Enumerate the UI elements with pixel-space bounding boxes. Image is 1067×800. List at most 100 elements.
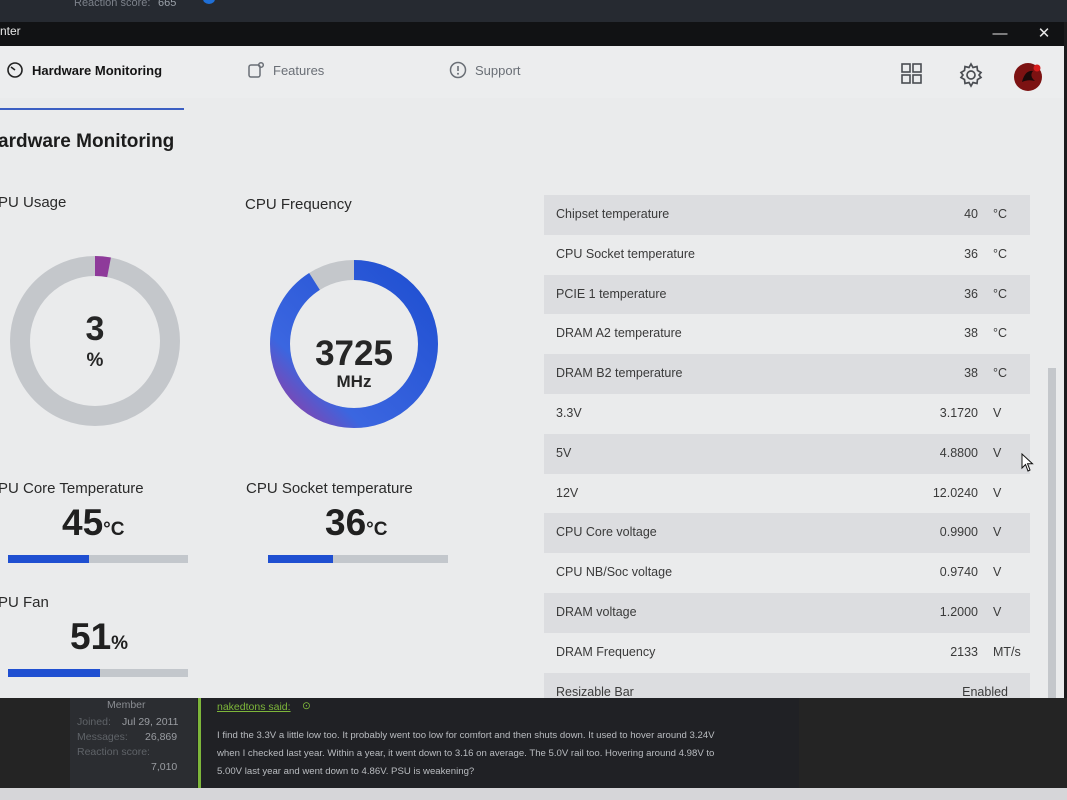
sensor-unit: V xyxy=(993,525,1002,540)
quote-arrow-icon[interactable]: ⊙ xyxy=(302,700,311,712)
sensor-name: DRAM Frequency xyxy=(556,644,656,659)
online-dot-icon xyxy=(203,0,215,4)
minimize-button[interactable]: — xyxy=(992,25,1008,42)
cpu-socket-temp-label: CPU Socket temperature xyxy=(246,480,413,497)
sensor-unit: MT/s xyxy=(993,644,1021,659)
app-window: nter — ✕ Hardware Monitoring Features Su… xyxy=(0,22,1064,698)
sensor-value: 38 xyxy=(964,326,978,341)
quote-line: 5.00V last year and went down to 4.86V. … xyxy=(217,766,475,777)
messages-value: 26,869 xyxy=(145,731,178,743)
sensor-value: 3.1720 xyxy=(939,405,978,420)
sensor-row: Chipset temperature 40 °C xyxy=(544,195,1030,235)
cpu-core-temp-label: PU Core Temperature xyxy=(0,480,144,497)
cpu-socket-temp-unit: °C xyxy=(366,519,388,540)
sensor-row: 3.3V 3.1720 V xyxy=(544,394,1030,434)
sensor-unit: °C xyxy=(993,326,1008,341)
tab-hardware-monitoring[interactable]: Hardware Monitoring xyxy=(6,56,162,84)
cpu-socket-temp-bar xyxy=(268,555,448,563)
grid-icon[interactable] xyxy=(900,62,924,91)
sensor-row: DRAM voltage 1.2000 V xyxy=(544,592,1030,633)
quote-line: when I checked last year. Within a year,… xyxy=(217,748,715,759)
tab-support[interactable]: Support xyxy=(449,56,521,84)
active-tab-indicator xyxy=(0,108,184,110)
cpu-usage-label: PU Usage xyxy=(0,194,67,211)
cpu-frequency-label: CPU Frequency xyxy=(245,196,352,213)
sensor-value: Enabled xyxy=(962,684,1008,698)
sensor-row: CPU Socket temperature 36 °C xyxy=(544,235,1030,275)
sensor-unit: V xyxy=(993,405,1002,420)
cpu-frequency-arc xyxy=(270,260,438,428)
features-icon xyxy=(247,61,265,79)
sensor-row: DRAM B2 temperature 38 °C xyxy=(544,354,1030,394)
member-info: Member Joined: Jul 29, 2011 Messages: 26… xyxy=(70,698,197,790)
cpu-usage-value: 3 xyxy=(85,310,105,348)
sensor-row: CPU NB/Soc voltage 0.9740 V xyxy=(544,553,1030,593)
quote-line: I find the 3.3V a little low too. It pro… xyxy=(217,730,715,741)
cpu-socket-temp-value: 36 xyxy=(325,502,367,543)
title-bar: nter — ✕ xyxy=(0,22,1064,46)
avatar[interactable] xyxy=(1013,62,1043,97)
sensor-value: 0.9900 xyxy=(939,525,978,540)
page-title: ardware Monitoring xyxy=(0,131,175,152)
messages-label: Messages: xyxy=(77,731,128,743)
sensor-name: Resizable Bar xyxy=(556,684,634,698)
gear-icon[interactable] xyxy=(958,62,984,93)
scrollbar[interactable] xyxy=(1048,368,1056,698)
sensor-name: CPU NB/Soc voltage xyxy=(556,565,673,580)
forum-reaction-value: 665 xyxy=(158,0,177,9)
cpu-fan-bar-fill xyxy=(8,669,100,677)
member-role: Member xyxy=(107,699,146,711)
sensor-value: 36 xyxy=(964,246,978,261)
cpu-fan-unit: % xyxy=(111,633,129,654)
sensor-value: 4.8800 xyxy=(939,445,978,460)
app-title: nter xyxy=(0,24,21,38)
joined-label: Joined: xyxy=(77,716,111,728)
sensor-row: Resizable Bar Enabled xyxy=(544,672,1030,698)
cpu-socket-temp-reading: 36°C xyxy=(325,502,387,544)
sensor-name: CPU Core voltage xyxy=(556,525,657,540)
sensor-name: Chipset temperature xyxy=(556,207,670,221)
sensor-name: 12V xyxy=(556,485,579,500)
sensor-name: PCIE 1 temperature xyxy=(556,286,667,301)
sensor-unit: °C xyxy=(993,207,1008,221)
sensor-row: DRAM Frequency 2133 MT/s xyxy=(544,633,1030,673)
sensor-name: 5V xyxy=(556,445,572,460)
cpu-core-temp-value: 45 xyxy=(62,502,104,543)
reaction-label: Reaction score: xyxy=(77,746,150,758)
cpu-core-temp-unit: °C xyxy=(103,519,125,540)
sensor-row: CPU Core voltage 0.9900 V xyxy=(544,513,1030,554)
tab-features[interactable]: Features xyxy=(247,56,324,84)
sensor-value: 1.2000 xyxy=(939,604,978,619)
sensor-value: 12.0240 xyxy=(932,485,978,500)
sensor-name: DRAM voltage xyxy=(556,604,637,619)
sensor-value: 38 xyxy=(964,366,978,381)
cpu-frequency-value: 3725 xyxy=(315,334,393,373)
forum-top-strip: Reaction score: 665 xyxy=(0,0,1067,22)
sensor-value: 0.9740 xyxy=(939,565,978,580)
cpu-usage-arc xyxy=(10,256,180,426)
cpu-usage-gauge xyxy=(10,256,180,426)
sensor-unit: V xyxy=(993,485,1002,500)
sensor-row: 12V 12.0240 V xyxy=(544,474,1030,514)
sensor-unit: °C xyxy=(993,366,1008,381)
support-icon xyxy=(449,61,467,79)
nav-bar: Hardware Monitoring Features Support xyxy=(0,46,1064,110)
cpu-usage-unit: % xyxy=(86,350,104,371)
cpu-core-temp-reading: 45°C xyxy=(62,502,124,544)
forum-reaction-label: Reaction score: xyxy=(74,0,151,9)
quote-author-link[interactable]: nakedtons said: xyxy=(217,701,291,713)
sensor-unit: V xyxy=(993,445,1002,460)
screen-bezel-strip xyxy=(0,788,1067,800)
tab-label: Support xyxy=(475,62,521,78)
cpu-fan-bar xyxy=(8,669,188,677)
close-button[interactable]: ✕ xyxy=(1037,25,1051,42)
sensor-name: DRAM A2 temperature xyxy=(556,326,682,341)
sensor-unit: V xyxy=(993,565,1002,580)
joined-value: Jul 29, 2011 xyxy=(122,716,179,728)
sensor-value: 40 xyxy=(964,207,978,221)
sensor-name: CPU Socket temperature xyxy=(556,246,695,261)
sensor-list: Chipset temperature 40 °C CPU Socket temper… xyxy=(544,195,1030,698)
sensor-unit: °C xyxy=(993,246,1008,261)
sensor-name: DRAM B2 temperature xyxy=(556,366,683,381)
cpu-fan-value: 51 xyxy=(70,616,112,657)
